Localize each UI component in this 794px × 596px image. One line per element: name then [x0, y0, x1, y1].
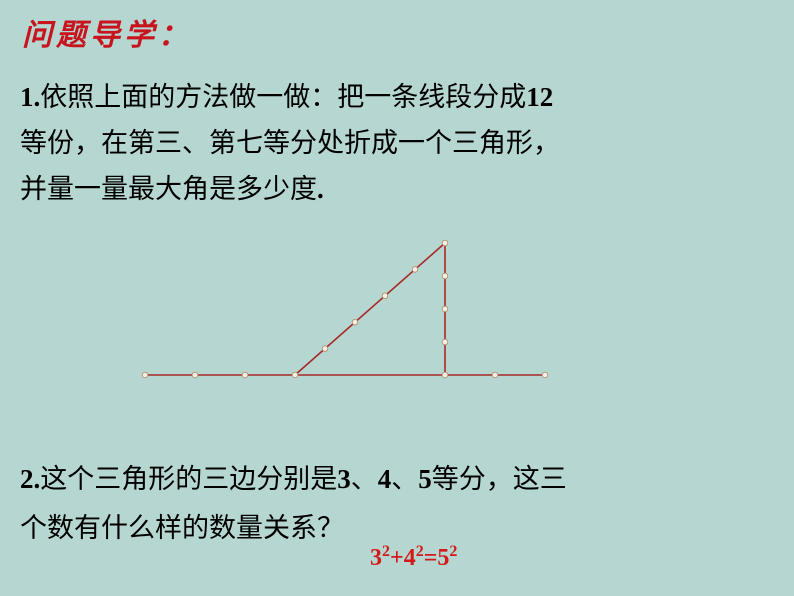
- q1-text-a: 依照上面的方法做一做：把一条线段分成: [40, 82, 526, 112]
- q1-number: 1.: [20, 82, 40, 112]
- formula-a: 3: [370, 545, 382, 571]
- formula: 32+42=52: [370, 543, 457, 572]
- formula-plus: +: [390, 545, 404, 571]
- q2-text-a: 这个三角形的三边分别是: [40, 464, 337, 494]
- formula-cp: 2: [449, 543, 457, 560]
- q2-text-b: 等分，这三: [432, 464, 567, 494]
- q1-text-c: 并量一量最大角是多少度: [20, 174, 317, 204]
- formula-b: 4: [404, 545, 416, 571]
- q1-text-b: 等份，在第三、第七等分处折成一个三角形，: [20, 128, 560, 158]
- formula-bp: 2: [416, 543, 424, 560]
- formula-c: 5: [437, 545, 449, 571]
- q2-sep1: 、: [351, 464, 378, 494]
- section-header: 问题导学：: [22, 10, 192, 54]
- q2-n5: 5: [418, 464, 432, 494]
- q2-text-c: 个数有什么样的数量关系？: [20, 513, 344, 543]
- q2-n3: 3: [337, 464, 351, 494]
- q1-dot: .: [317, 174, 324, 204]
- q1-num12: 12: [526, 82, 553, 112]
- question-1: 1.依照上面的方法做一做：把一条线段分成12 等份，在第三、第七等分处折成一个三…: [20, 75, 770, 213]
- q2-number: 2.: [20, 464, 40, 494]
- triangle-diagram: [135, 225, 555, 395]
- formula-ap: 2: [382, 543, 390, 560]
- q2-n4: 4: [378, 464, 392, 494]
- formula-eq: =: [424, 545, 438, 571]
- q2-sep2: 、: [391, 464, 418, 494]
- question-2: 2.这个三角形的三边分别是3、4、5等分，这三 个数有什么样的数量关系？: [20, 455, 770, 552]
